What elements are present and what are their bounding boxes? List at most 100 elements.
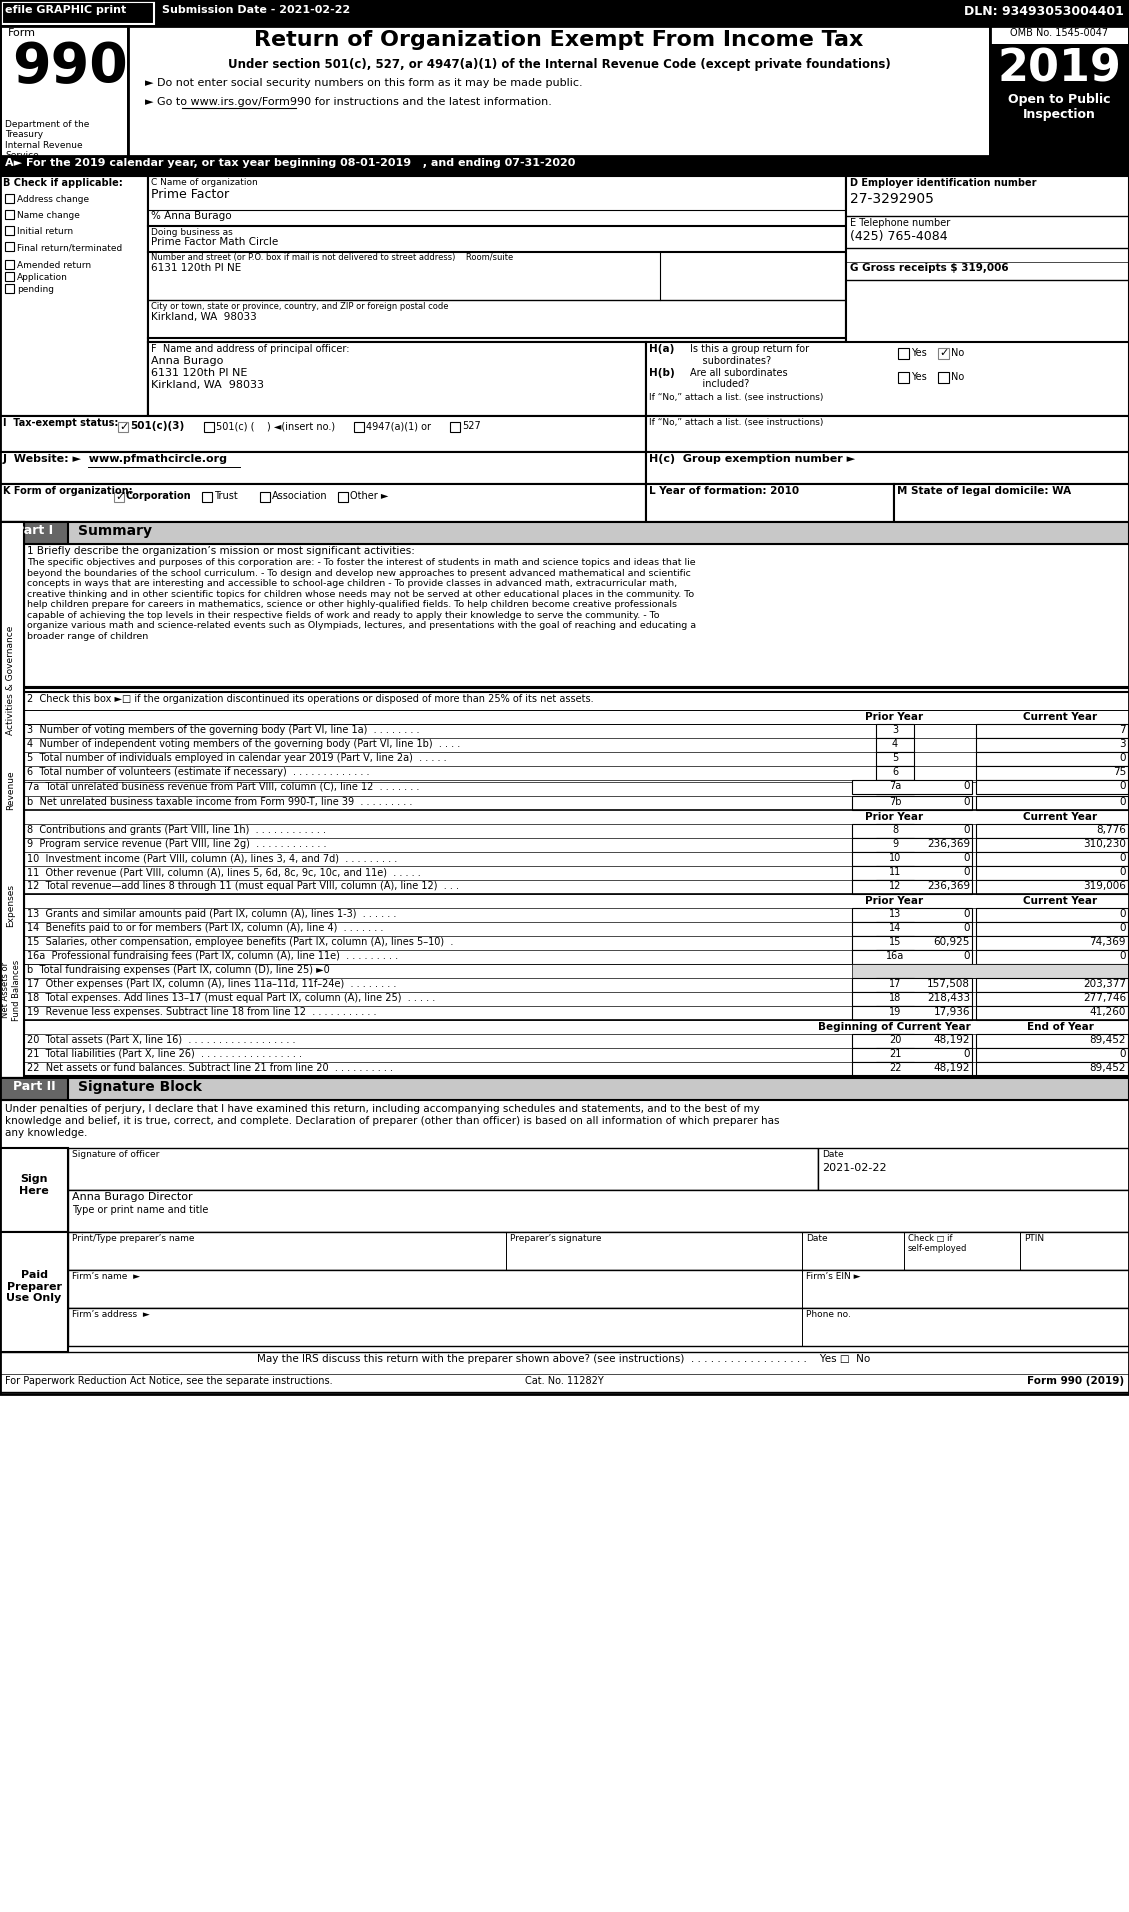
- Text: Trust: Trust: [215, 491, 238, 501]
- Text: 0: 0: [1120, 753, 1126, 763]
- Bar: [5, 272, 14, 281]
- Bar: [852, 1034, 972, 1048]
- Bar: [876, 795, 914, 811]
- Text: Prior Year: Prior Year: [865, 711, 924, 723]
- Text: 89,452: 89,452: [1089, 1034, 1126, 1046]
- Bar: [0, 1078, 68, 1099]
- Text: 2021-02-22: 2021-02-22: [822, 1162, 886, 1172]
- Bar: [975, 950, 1128, 964]
- Text: Current Year: Current Year: [1023, 897, 1097, 906]
- Text: 16a  Professional fundraising fees (Part IX, column (A), line 11e)  . . . . . . : 16a Professional fundraising fees (Part …: [27, 950, 399, 962]
- Bar: [894, 484, 1129, 522]
- Text: A► For the 2019 calendar year, or tax year beginning 08-01-2019   , and ending 0: A► For the 2019 calendar year, or tax ye…: [5, 159, 576, 168]
- Text: 0: 0: [1120, 950, 1126, 962]
- Bar: [898, 348, 909, 359]
- Text: 13  Grants and similar amounts paid (Part IX, column (A), lines 1-3)  . . . . . : 13 Grants and similar amounts paid (Part…: [27, 908, 396, 920]
- Bar: [852, 979, 972, 992]
- Text: b  Total fundraising expenses (Part IX, column (D), line 25) ►0: b Total fundraising expenses (Part IX, c…: [27, 966, 330, 975]
- Text: May the IRS discuss this return with the preparer shown above? (see instructions: May the IRS discuss this return with the…: [257, 1354, 870, 1363]
- Text: F  Name and address of principal officer:: F Name and address of principal officer:: [151, 344, 350, 354]
- Text: Final return/terminated: Final return/terminated: [17, 243, 122, 252]
- Text: Firm’s name  ►: Firm’s name ►: [72, 1271, 140, 1281]
- Text: creative thinking and in other scientific topics for children whose needs may no: creative thinking and in other scientifi…: [27, 589, 694, 598]
- Bar: [975, 908, 1128, 922]
- Text: 12: 12: [889, 881, 901, 891]
- Text: 20  Total assets (Part X, line 16)  . . . . . . . . . . . . . . . . . .: 20 Total assets (Part X, line 16) . . . …: [27, 1034, 296, 1046]
- Text: Current Year: Current Year: [1023, 813, 1097, 822]
- Bar: [975, 751, 1128, 767]
- Text: Sign
Here: Sign Here: [19, 1174, 49, 1195]
- Text: Kirkland, WA  98033: Kirkland, WA 98033: [151, 312, 256, 321]
- Text: 6: 6: [892, 767, 898, 776]
- Text: 6131 120th Pl NE: 6131 120th Pl NE: [151, 367, 247, 379]
- Text: 3: 3: [892, 725, 898, 734]
- Text: 19  Revenue less expenses. Subtract line 18 from line 12  . . . . . . . . . . .: 19 Revenue less expenses. Subtract line …: [27, 1008, 376, 1017]
- Bar: [876, 1048, 914, 1061]
- Text: help children prepare for careers in mathematics, science or other highly-qualif: help children prepare for careers in mat…: [27, 600, 677, 610]
- Bar: [0, 1078, 1129, 1099]
- Bar: [975, 837, 1128, 853]
- Text: Type or print name and title: Type or print name and title: [72, 1205, 209, 1214]
- Text: ► Do not enter social security numbers on this form as it may be made public.: ► Do not enter social security numbers o…: [145, 78, 583, 88]
- Bar: [876, 725, 914, 738]
- Text: 3: 3: [1119, 740, 1126, 750]
- Bar: [0, 0, 1129, 27]
- Text: 7b: 7b: [889, 797, 901, 807]
- Text: 4947(a)(1) or: 4947(a)(1) or: [366, 421, 431, 430]
- Bar: [876, 880, 914, 895]
- Text: 60,925: 60,925: [934, 937, 970, 946]
- Text: Check □ if
self-employed: Check □ if self-employed: [908, 1233, 968, 1254]
- Bar: [852, 1006, 972, 1019]
- Bar: [5, 193, 14, 203]
- Bar: [852, 780, 972, 793]
- Bar: [876, 751, 914, 767]
- Bar: [975, 1034, 1128, 1048]
- Text: 5  Total number of individuals employed in calendar year 2019 (Part V, line 2a) : 5 Total number of individuals employed i…: [27, 753, 447, 763]
- Text: 1 Briefly describe the organization’s mission or most significant activities:: 1 Briefly describe the organization’s mi…: [27, 547, 414, 556]
- Text: K Form of organization:: K Form of organization:: [3, 486, 132, 495]
- Bar: [876, 738, 914, 751]
- Text: pending: pending: [17, 285, 54, 294]
- Text: The specific objectives and purposes of this corporation are: - To foster the in: The specific objectives and purposes of …: [27, 558, 695, 568]
- Text: 218,433: 218,433: [927, 992, 970, 1004]
- Bar: [975, 738, 1128, 751]
- Text: Number and street (or P.O. box if mail is not delivered to street address)    Ro: Number and street (or P.O. box if mail i…: [151, 252, 514, 262]
- Text: 18: 18: [889, 992, 901, 1004]
- Bar: [975, 1061, 1128, 1076]
- Bar: [876, 979, 914, 992]
- Text: 22  Net assets or fund balances. Subtract line 21 from line 20  . . . . . . . . : 22 Net assets or fund balances. Subtract…: [27, 1063, 393, 1073]
- Bar: [0, 484, 646, 522]
- Bar: [876, 767, 914, 780]
- Bar: [0, 1147, 68, 1231]
- Text: Name change: Name change: [17, 210, 80, 220]
- Bar: [819, 1147, 1129, 1189]
- Text: Cat. No. 11282Y: Cat. No. 11282Y: [525, 1377, 603, 1386]
- Text: B Check if applicable:: B Check if applicable:: [3, 178, 123, 187]
- Text: Date: Date: [822, 1149, 843, 1159]
- Bar: [852, 992, 972, 1006]
- Bar: [0, 1231, 68, 1352]
- Bar: [876, 837, 914, 853]
- Text: 0: 0: [963, 923, 970, 933]
- Text: Phone no.: Phone no.: [806, 1310, 851, 1319]
- Text: DLN: 93493053004401: DLN: 93493053004401: [964, 6, 1124, 17]
- Text: % Anna Burago: % Anna Burago: [151, 210, 231, 222]
- Text: 7a  Total unrelated business revenue from Part VIII, column (C), line 12  . . . : 7a Total unrelated business revenue from…: [27, 780, 419, 792]
- Text: 17: 17: [889, 979, 901, 989]
- Bar: [68, 1270, 1129, 1308]
- Text: L Year of formation: 2010: L Year of formation: 2010: [649, 486, 799, 495]
- Text: 990: 990: [12, 40, 128, 94]
- Bar: [975, 992, 1128, 1006]
- Text: 7a: 7a: [889, 780, 901, 792]
- Text: 11  Other revenue (Part VIII, column (A), lines 5, 6d, 8c, 9c, 10c, and 11e)  . : 11 Other revenue (Part VIII, column (A),…: [27, 866, 421, 878]
- Bar: [938, 348, 949, 359]
- Text: Prior Year: Prior Year: [865, 813, 924, 822]
- Text: Corporation: Corporation: [126, 491, 192, 501]
- Bar: [114, 491, 124, 503]
- Bar: [0, 157, 1129, 176]
- Text: Yes: Yes: [911, 373, 927, 382]
- Text: OMB No. 1545-0047: OMB No. 1545-0047: [1010, 29, 1108, 38]
- Text: 19: 19: [889, 1008, 901, 1017]
- Bar: [646, 417, 1129, 451]
- Text: Under penalties of perjury, I declare that I have examined this return, includin: Under penalties of perjury, I declare th…: [5, 1103, 760, 1115]
